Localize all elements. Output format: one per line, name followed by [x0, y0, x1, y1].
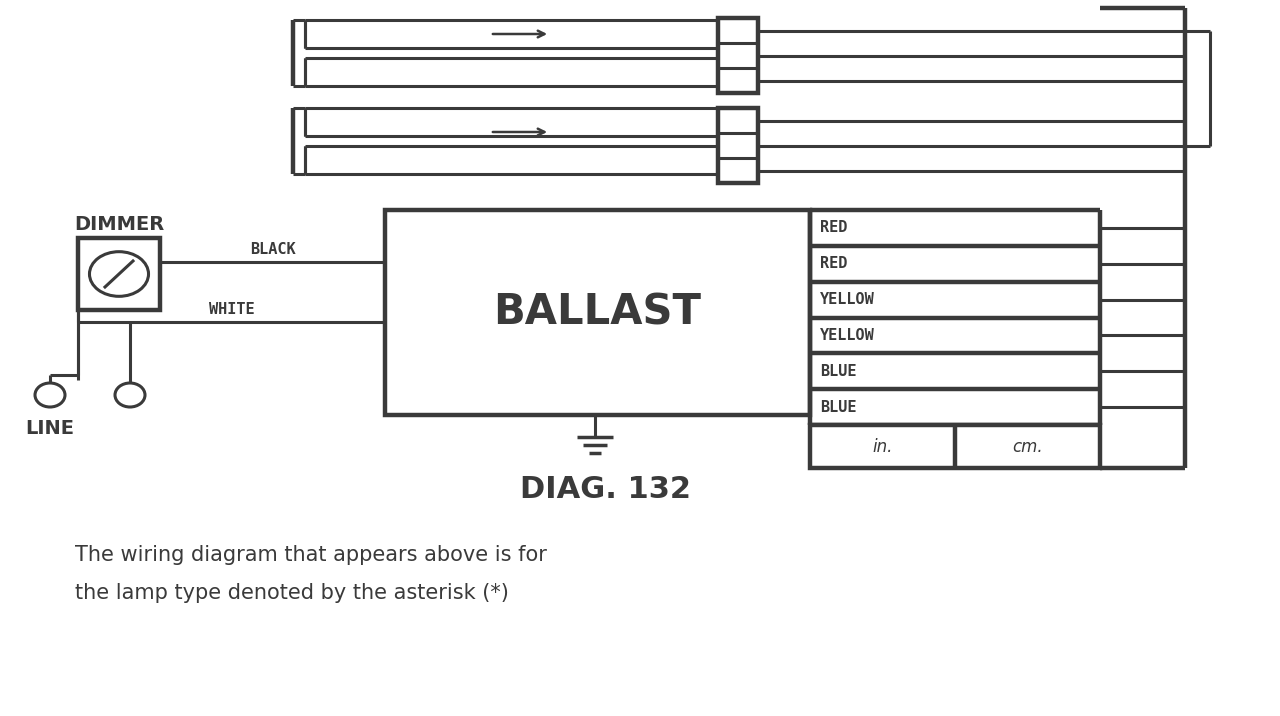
Text: YELLOW: YELLOW — [820, 292, 874, 307]
Text: RED: RED — [820, 256, 847, 271]
Bar — [718, 18, 758, 93]
Text: LINE: LINE — [26, 418, 74, 437]
Bar — [78, 238, 160, 310]
Bar — [810, 425, 1100, 468]
Text: YELLOW: YELLOW — [820, 328, 874, 343]
Text: BLACK: BLACK — [250, 241, 296, 256]
Text: BALLAST: BALLAST — [494, 291, 701, 334]
Bar — [718, 108, 758, 183]
Text: cm.: cm. — [1012, 437, 1043, 455]
Text: WHITE: WHITE — [209, 301, 255, 316]
Text: The wiring diagram that appears above is for: The wiring diagram that appears above is… — [76, 545, 547, 565]
Text: DIMMER: DIMMER — [74, 215, 164, 233]
Text: RED: RED — [820, 221, 847, 236]
Bar — [385, 210, 810, 415]
Text: in.: in. — [872, 437, 892, 455]
Text: BLUE: BLUE — [820, 364, 856, 379]
Ellipse shape — [35, 383, 65, 407]
Text: the lamp type denoted by the asterisk (*): the lamp type denoted by the asterisk (*… — [76, 583, 509, 603]
Text: BLUE: BLUE — [820, 400, 856, 415]
Ellipse shape — [115, 383, 145, 407]
Text: DIAG. 132: DIAG. 132 — [520, 475, 690, 505]
